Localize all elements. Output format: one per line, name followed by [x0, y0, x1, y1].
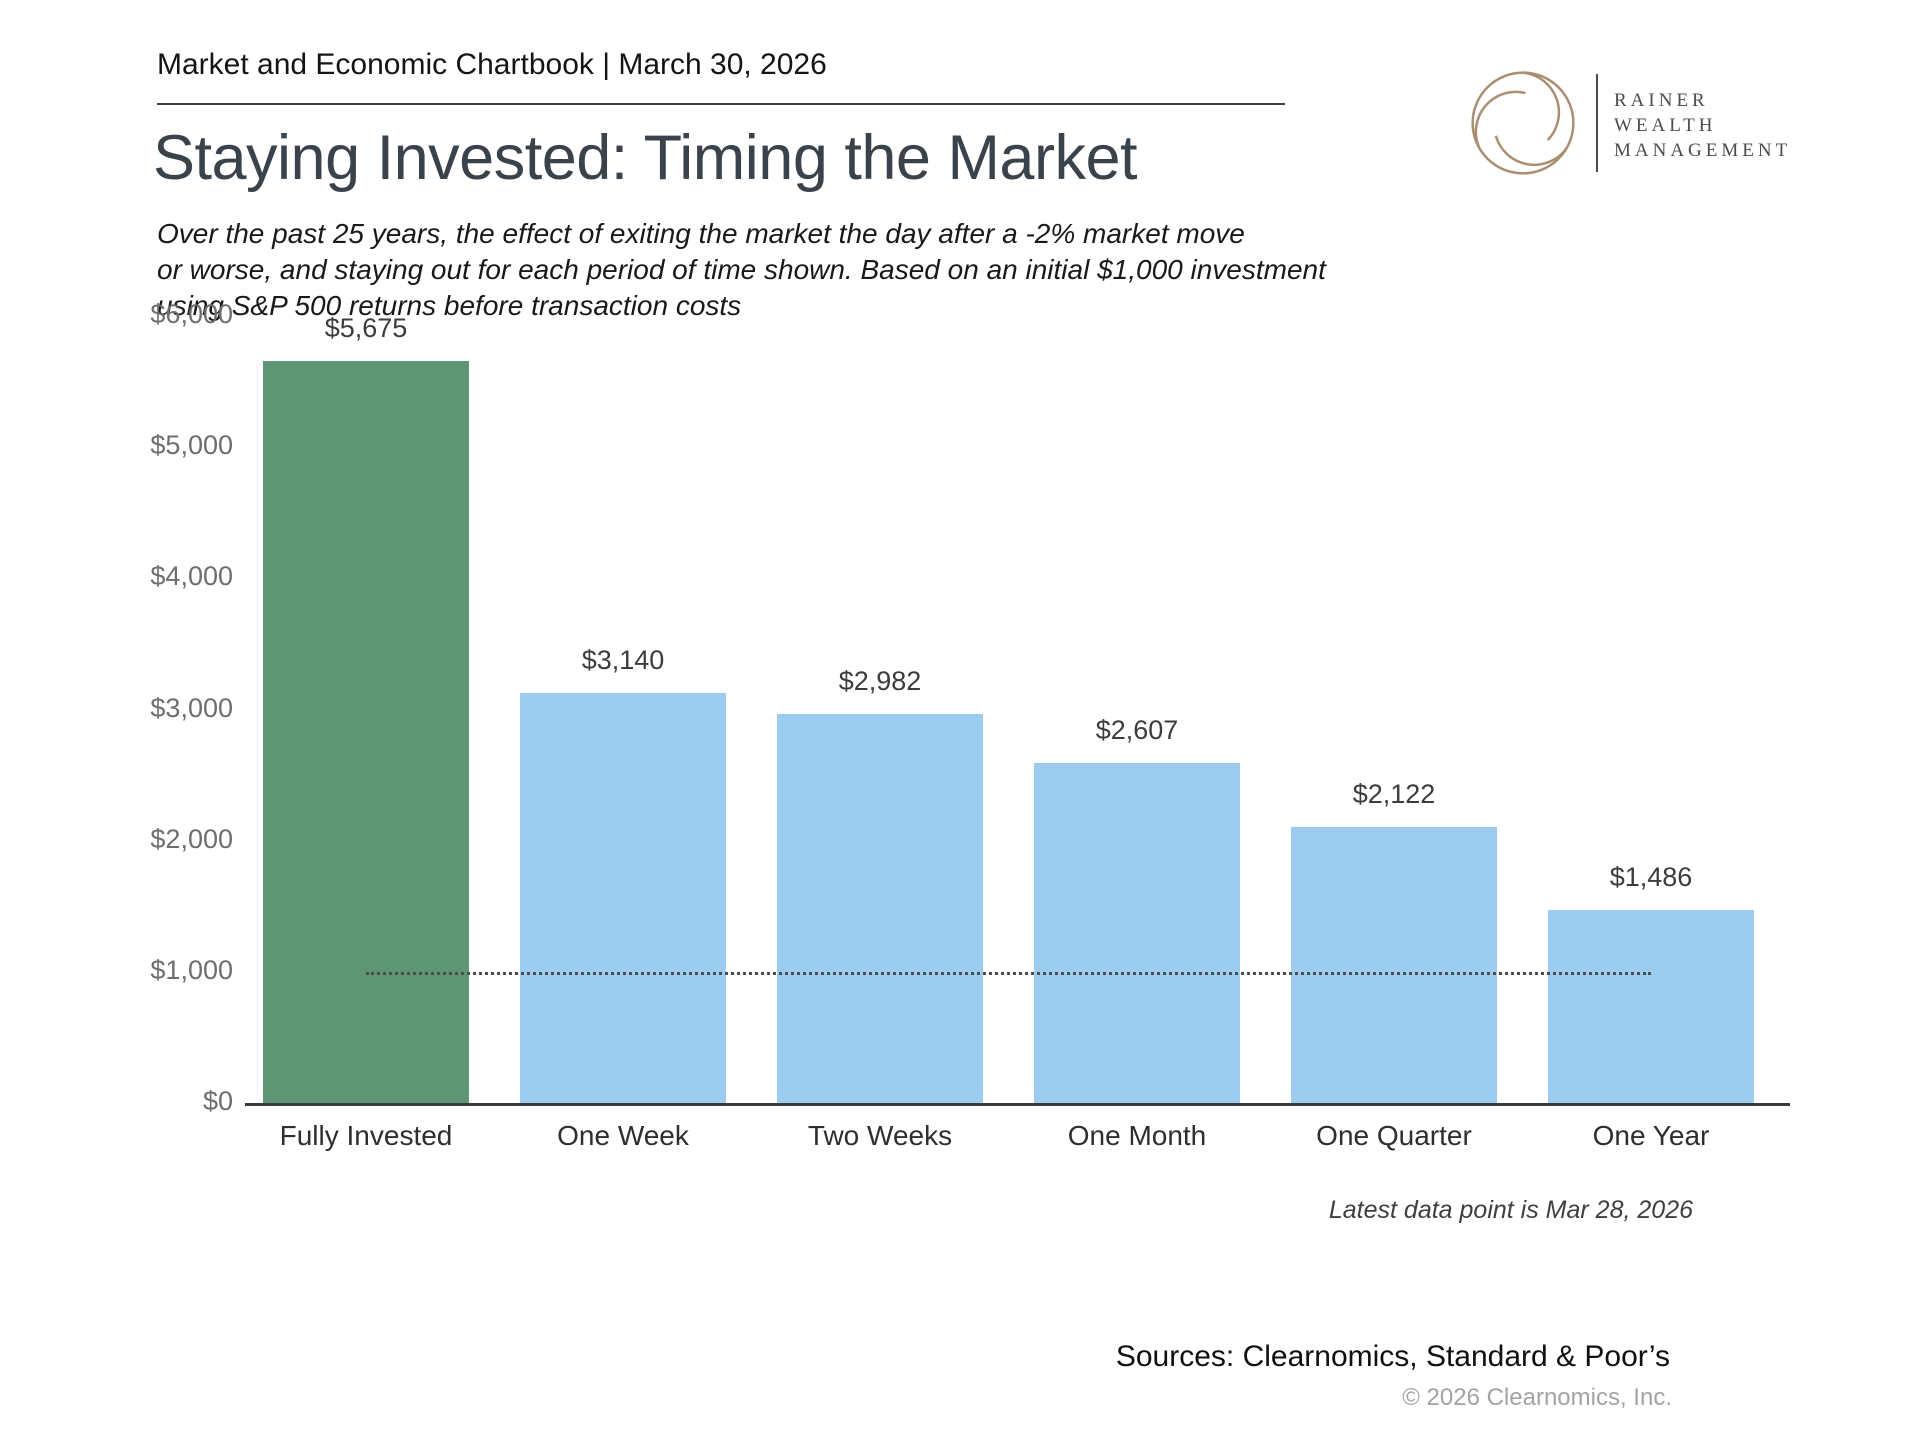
bar-value-label: $2,607 — [1095, 715, 1179, 746]
logo-line-3: MANAGEMENT — [1614, 140, 1792, 161]
header-divider-line — [157, 103, 1285, 105]
bar-value-label: $3,140 — [581, 645, 665, 676]
x-axis-category-label: One Month — [1067, 1120, 1207, 1151]
y-axis-tick-label: $1,000 — [150, 954, 233, 985]
bar-value-label: $1,486 — [1609, 862, 1693, 893]
logo-wordmark: RAINER WEALTH MANAGEMENT — [1614, 88, 1791, 163]
logo-line-1: RAINER — [1614, 90, 1709, 111]
y-axis-tick-label: $5,000 — [150, 430, 233, 461]
initial-investment-reference-line — [366, 971, 1651, 975]
x-axis-line — [245, 1103, 1790, 1106]
y-axis-tick-label: $4,000 — [150, 561, 233, 592]
swirl-spiral-logo-icon — [1466, 66, 1580, 180]
chart-bar-one-year — [1548, 910, 1754, 1105]
copyright-text: © 2026 Clearnomics, Inc. — [1402, 1384, 1672, 1411]
chart-description-line-1: Over the past 25 years, the effect of ex… — [157, 218, 1245, 249]
y-axis-tick-label: $0 — [202, 1086, 233, 1116]
bar-value-label: $5,675 — [324, 312, 408, 343]
latest-data-note: Latest data point is Mar 28, 2026 — [1328, 1196, 1693, 1224]
page-title: Staying Invested: Timing the Market — [153, 123, 1137, 193]
x-axis-category-label: Fully Invested — [279, 1120, 453, 1151]
x-axis-category-label: Two Weeks — [807, 1120, 953, 1151]
y-axis-tick-label: $2,000 — [150, 823, 233, 854]
chart-bar-fully-invested — [263, 360, 469, 1105]
y-axis-tick-label: $6,000 — [150, 299, 233, 329]
chart-description-line-2: or worse, and staying out for each perio… — [157, 254, 1326, 285]
x-axis-category-label: One Quarter — [1316, 1120, 1472, 1151]
bar-value-label: $2,122 — [1352, 778, 1436, 809]
x-axis-category-label: One Year — [1592, 1120, 1710, 1151]
chart-bar-two-weeks — [777, 713, 983, 1105]
sources-text: Sources: Clearnomics, Standard & Poor’s — [1115, 1340, 1670, 1373]
x-axis-category-label: One Week — [557, 1120, 689, 1151]
chartbook-header-label: Market and Economic Chartbook | March 30… — [157, 48, 827, 81]
chart-bar-one-week — [520, 693, 726, 1105]
chart-description-line-3: using S&P 500 returns before transaction… — [157, 290, 742, 321]
logo-line-2: WEALTH — [1614, 115, 1717, 136]
chart-description: Over the past 25 years, the effect of ex… — [157, 216, 1326, 324]
chart-bar-one-month — [1034, 763, 1240, 1105]
bar-value-label: $2,982 — [838, 665, 922, 696]
y-axis-tick-label: $3,000 — [150, 692, 233, 723]
logo-divider-line — [1596, 74, 1598, 172]
chart-bar-one-quarter — [1291, 826, 1497, 1105]
